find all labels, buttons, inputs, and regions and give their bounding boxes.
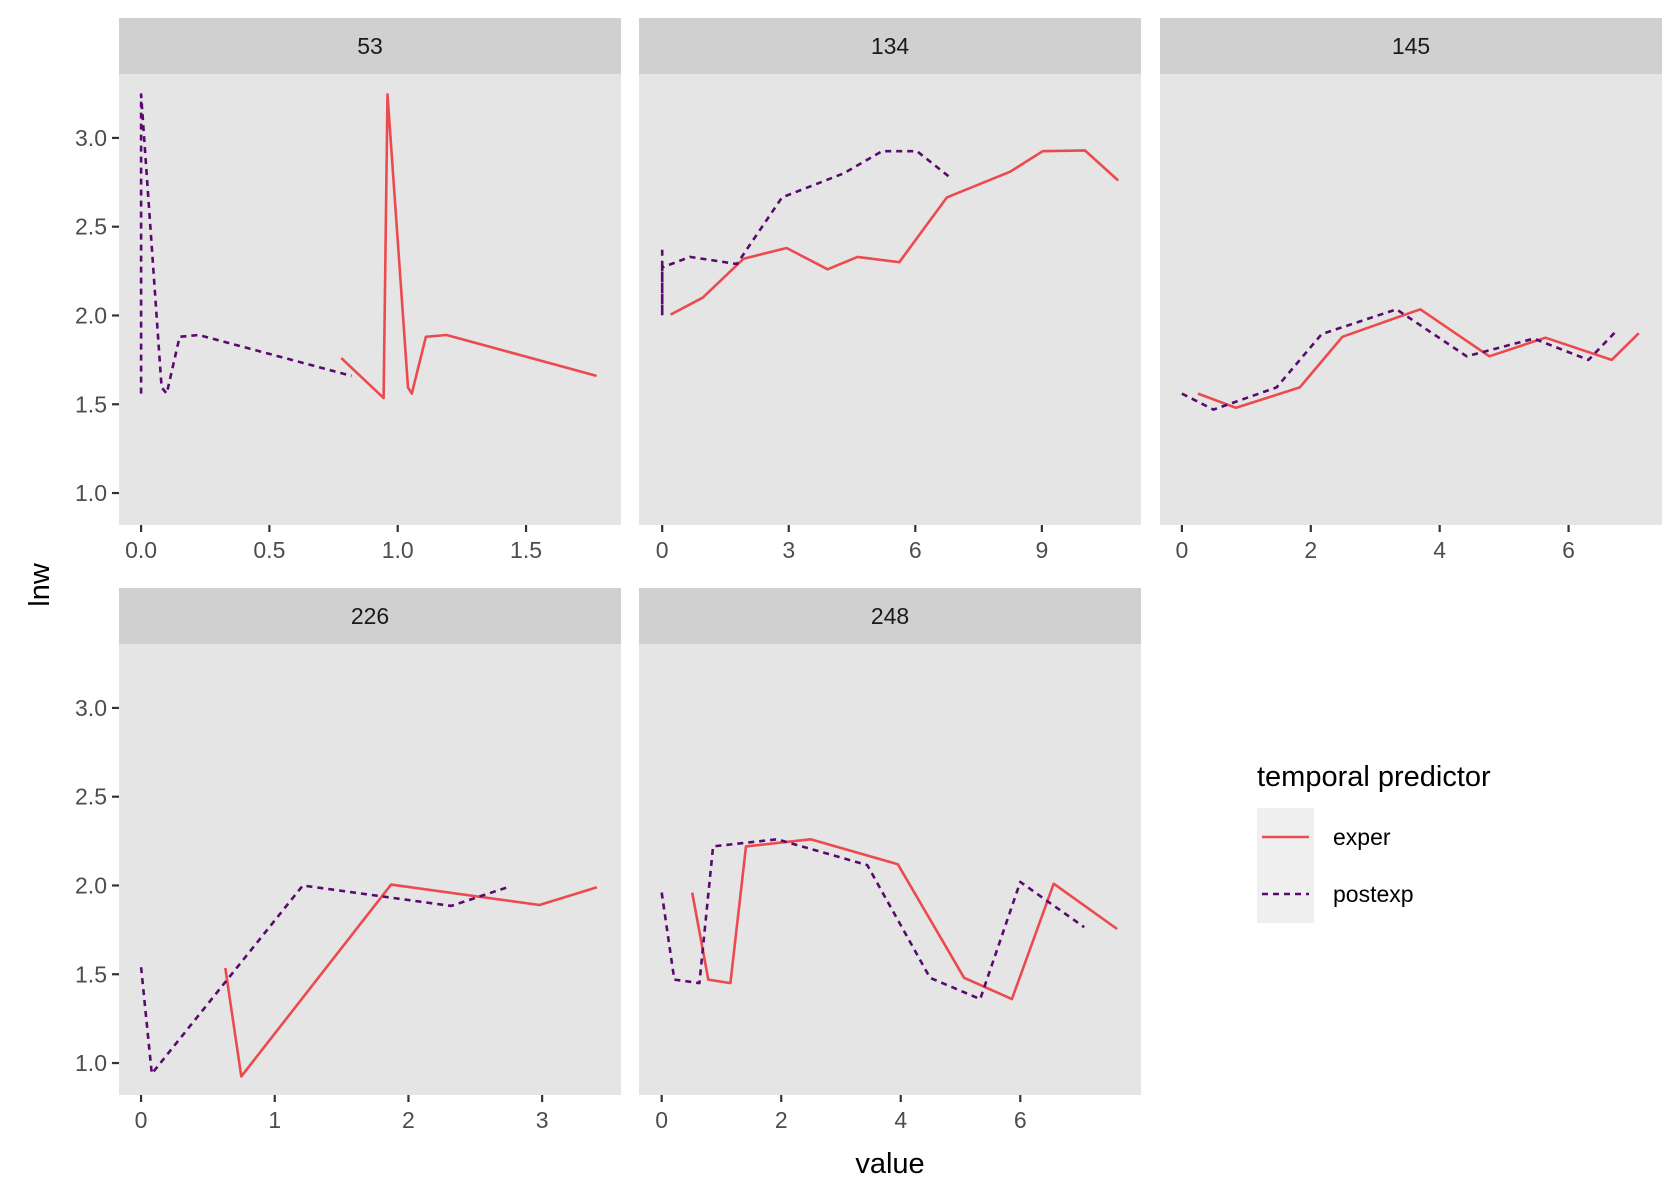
legend-label-postexp: postexp <box>1333 881 1414 907</box>
panel-background <box>119 644 621 1095</box>
legend-label-exper: exper <box>1333 824 1391 850</box>
facet-strip-label: 134 <box>871 33 910 59</box>
series-group <box>1181 307 1640 411</box>
facet-strip-label: 145 <box>1392 33 1430 59</box>
x-tick-label: 0 <box>655 1107 668 1133</box>
facet-strip-label: 226 <box>351 603 389 629</box>
facet-strip <box>639 18 1141 74</box>
x-tick-label: 4 <box>1433 537 1446 563</box>
facet-strip <box>119 18 621 74</box>
y-tick-label: 1.0 <box>75 1050 107 1076</box>
x-tick-label: 6 <box>909 537 922 563</box>
facet-panel-248: 248 0 2 4 6 <box>639 588 1141 1133</box>
y-tick-label: 1.5 <box>75 961 107 987</box>
facet-panel-226: 226 0 1 2 3 1.0 1.5 2.0 2.5 3.0 <box>75 588 621 1133</box>
series-group <box>660 149 1120 317</box>
y-tick-label: 3.0 <box>75 125 107 151</box>
y-tick-label: 2.5 <box>75 784 107 810</box>
legend-key-background <box>1257 808 1314 923</box>
x-tick-label: 3 <box>782 537 795 563</box>
series-line-postexp <box>660 837 1085 1001</box>
x-tick-label: 6 <box>1014 1107 1027 1133</box>
y-tick-label: 2.5 <box>75 214 107 240</box>
series-line-postexp <box>139 884 508 1075</box>
y-tick-label: 2.0 <box>75 302 107 328</box>
series-line-postexp <box>139 93 352 395</box>
panel-background <box>119 74 621 525</box>
facet-strip <box>639 588 1141 644</box>
x-tick-label: 2 <box>402 1107 415 1133</box>
facet-panel-53: 53 0.0 0.5 1.0 1.5 1.0 1.5 2.0 2.5 3.0 <box>75 18 621 563</box>
facet-panel-145: 145 0 2 4 6 <box>1160 18 1662 563</box>
panel-background <box>1160 74 1662 525</box>
x-tick-label: 1.5 <box>510 537 542 563</box>
x-tick-label: 0.5 <box>253 537 285 563</box>
x-tick-label: 6 <box>1562 537 1575 563</box>
x-tick-label: 1.0 <box>382 537 414 563</box>
y-axis-title: lnw <box>24 562 56 607</box>
facet-strip <box>119 588 621 644</box>
y-tick-label: 1.0 <box>75 480 107 506</box>
facet-panel-134: 134 0 3 6 9 <box>639 18 1141 563</box>
x-tick-label: 2 <box>775 1107 788 1133</box>
facet-strip-label: 53 <box>357 33 383 59</box>
x-tick-label: 9 <box>1035 537 1048 563</box>
series-line-postexp <box>660 149 951 317</box>
y-tick-label: 2.0 <box>75 872 107 898</box>
x-tick-label: 3 <box>536 1107 549 1133</box>
series-group <box>660 837 1118 1001</box>
series-group <box>139 93 597 400</box>
x-tick-label: 4 <box>894 1107 907 1133</box>
x-axis-title: value <box>855 1148 924 1180</box>
legend-title: temporal predictor <box>1257 761 1491 793</box>
y-tick-label: 3.0 <box>75 695 107 721</box>
x-tick-label: 0 <box>656 537 669 563</box>
x-tick-label: 2 <box>1304 537 1317 563</box>
x-tick-label: 0 <box>1176 537 1189 563</box>
x-tick-label: 1 <box>268 1107 281 1133</box>
legend: temporal predictor exper postexp <box>1257 761 1491 923</box>
series-group <box>139 883 598 1078</box>
panel-background <box>639 74 1141 525</box>
facet-strip-label: 248 <box>871 603 909 629</box>
series-line-postexp <box>1181 307 1616 411</box>
x-tick-label: 0.0 <box>125 537 157 563</box>
series-line-exper <box>340 93 597 400</box>
series-line-exper <box>1197 307 1640 410</box>
series-line-exper <box>690 837 1118 1001</box>
series-line-exper <box>224 883 598 1078</box>
y-tick-label: 1.5 <box>75 391 107 417</box>
panel-background <box>639 644 1141 1095</box>
x-tick-label: 0 <box>135 1107 148 1133</box>
facet-strip <box>1160 18 1662 74</box>
